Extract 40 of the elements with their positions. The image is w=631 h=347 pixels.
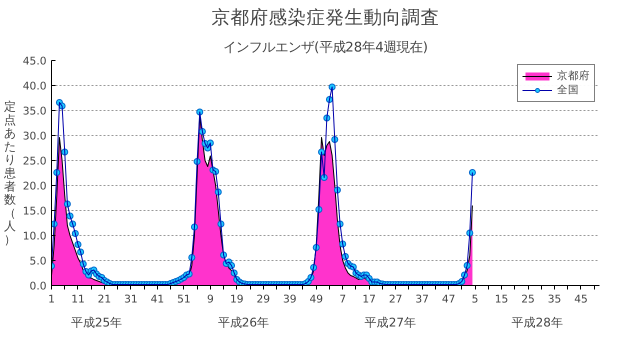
x-tick-label: 5 (472, 292, 478, 306)
y-tick-label: 35.0 (22, 104, 47, 118)
x-tick-label: 41 (150, 292, 164, 306)
text: 平成26年 (218, 316, 270, 330)
y-tick-label: 0.0 (30, 280, 47, 292)
x-tick-label: 31 (124, 292, 138, 306)
x-tick-label: 29 (256, 292, 270, 306)
y-tick-label: 5.0 (30, 254, 47, 268)
x-tick-label: 27 (388, 292, 402, 306)
y-tick-label: 15.0 (22, 204, 47, 218)
x-tick-label: 39 (282, 292, 297, 306)
y-tick-label: 45.0 (22, 54, 47, 68)
x-tick-label: 37 (415, 292, 429, 306)
x-tick-label: 21 (98, 292, 112, 306)
x-tick-label: 35 (548, 292, 562, 306)
x-tick-label: 9 (206, 292, 214, 306)
x-tick-label: 7 (339, 292, 346, 306)
x-tick-label: 19 (230, 292, 244, 306)
x-tick-label: 51 (177, 292, 191, 306)
x-tick-label: 15 (494, 292, 508, 306)
text: 定点あたり患者数（人） (4, 100, 16, 246)
y-tick-label: 40.0 (22, 80, 47, 92)
x-tick-label: 11 (71, 292, 85, 306)
text: 平成28年 (512, 316, 563, 330)
y-tick-label: 10.0 (22, 230, 47, 242)
x-tick-label: 49 (309, 292, 324, 306)
chart-title: 京都府感染症発生動向調査 (212, 6, 440, 28)
x-tick-label: 17 (362, 292, 376, 306)
text: 平成27年 (364, 316, 416, 330)
x-tick-label: 1 (48, 292, 55, 306)
legend-label: 全国 (557, 83, 579, 97)
y-tick-label: 20.0 (22, 180, 47, 192)
x-tick-label: 25 (521, 292, 535, 306)
x-tick-label: 45 (574, 292, 588, 306)
y-tick-label: 30.0 (22, 130, 47, 142)
y-tick-label: 25.0 (22, 154, 47, 168)
chart-subtitle: インフルエンザ(平成28年4週現在) (223, 40, 428, 56)
legend-label: 京都府 (557, 69, 590, 83)
x-tick-label: 47 (442, 292, 456, 306)
text: 平成25年 (70, 316, 122, 330)
